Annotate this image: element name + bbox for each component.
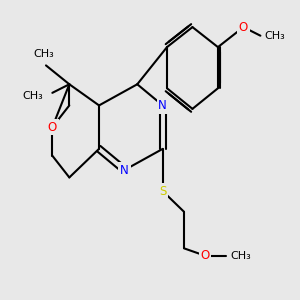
Text: S: S	[159, 185, 166, 198]
Text: CH₃: CH₃	[231, 251, 251, 261]
Text: N: N	[158, 99, 167, 112]
Text: CH₃: CH₃	[34, 49, 54, 58]
Text: N: N	[120, 164, 129, 176]
Text: O: O	[48, 121, 57, 134]
Text: O: O	[201, 249, 210, 262]
Text: CH₃: CH₃	[22, 91, 43, 101]
Text: O: O	[239, 21, 248, 34]
Text: CH₃: CH₃	[265, 31, 285, 41]
